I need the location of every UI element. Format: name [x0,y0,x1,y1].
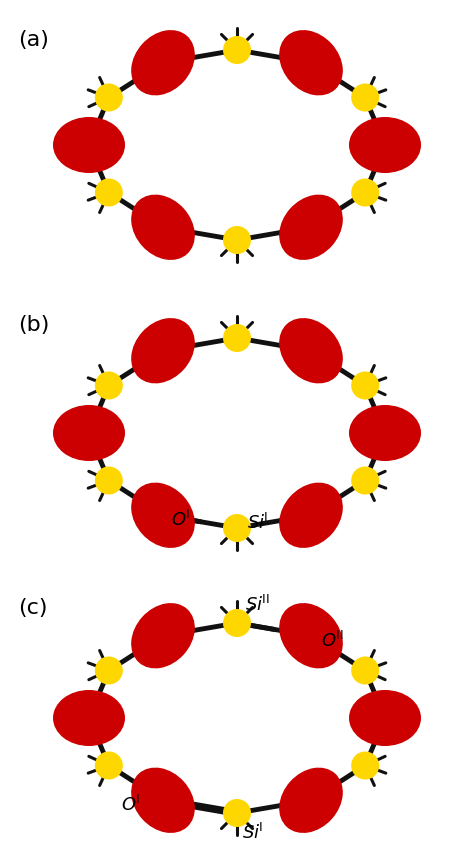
Ellipse shape [131,195,195,260]
Ellipse shape [349,405,421,461]
Circle shape [223,226,251,254]
Text: Si$^{\mathrm{I}}$: Si$^{\mathrm{I}}$ [247,513,268,533]
Text: O$^{\mathrm{I}}$: O$^{\mathrm{I}}$ [121,795,140,816]
Circle shape [95,657,123,684]
Ellipse shape [131,767,195,833]
Text: O$^{\mathrm{I}}$: O$^{\mathrm{I}}$ [171,510,190,530]
Circle shape [351,466,379,495]
Circle shape [95,752,123,779]
Text: (c): (c) [18,598,47,618]
Ellipse shape [349,117,421,173]
Ellipse shape [279,483,343,548]
Ellipse shape [279,767,343,833]
Ellipse shape [349,690,421,746]
Ellipse shape [131,318,195,383]
Ellipse shape [131,483,195,548]
Circle shape [95,466,123,495]
Ellipse shape [131,603,195,669]
Circle shape [351,752,379,779]
Ellipse shape [279,603,343,669]
Ellipse shape [53,690,125,746]
Circle shape [223,799,251,827]
Circle shape [95,178,123,207]
Text: Si$^{\mathrm{I}}$: Si$^{\mathrm{I}}$ [242,823,263,843]
Text: (b): (b) [18,315,49,335]
Circle shape [223,514,251,542]
Text: O$^{\mathrm{II}}$: O$^{\mathrm{II}}$ [321,631,344,650]
Text: Si$^{\mathrm{II}}$: Si$^{\mathrm{II}}$ [245,595,270,615]
Circle shape [351,657,379,684]
Ellipse shape [279,318,343,383]
Ellipse shape [53,117,125,173]
Ellipse shape [53,405,125,461]
Circle shape [351,178,379,207]
Text: (a): (a) [18,30,49,50]
Circle shape [223,324,251,352]
Circle shape [223,36,251,64]
Circle shape [95,84,123,112]
Circle shape [351,371,379,400]
Circle shape [95,371,123,400]
Ellipse shape [279,30,343,95]
Ellipse shape [131,30,195,95]
Ellipse shape [279,195,343,260]
Circle shape [223,609,251,637]
Circle shape [351,84,379,112]
